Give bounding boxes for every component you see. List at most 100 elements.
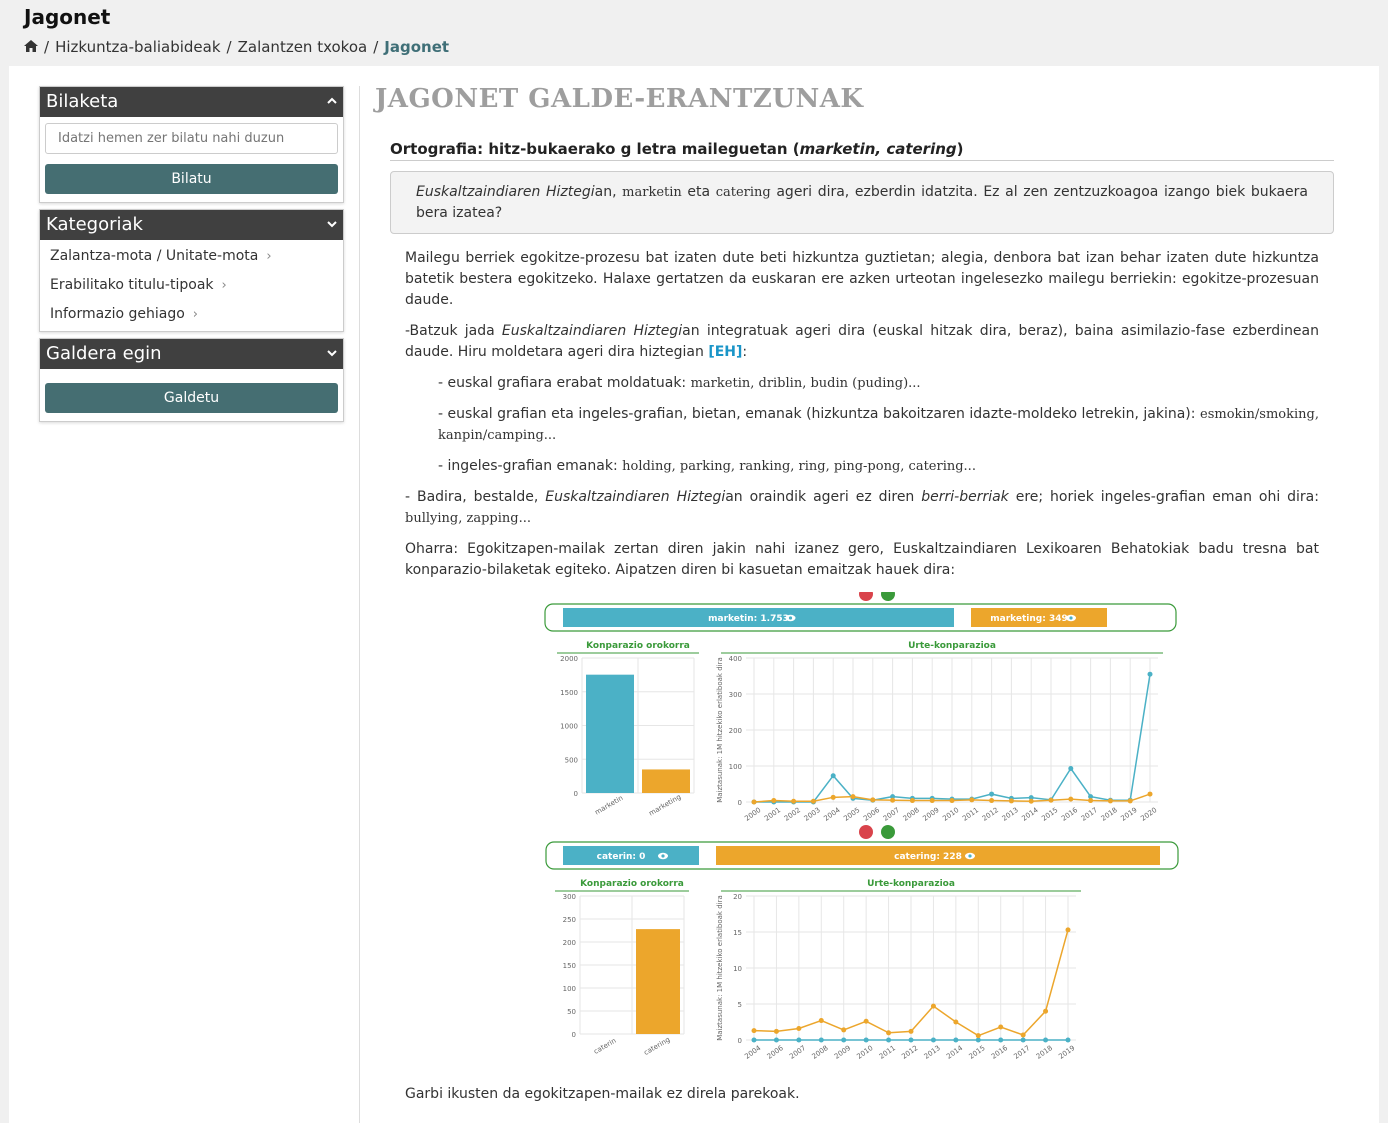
series-point <box>1008 798 1014 804</box>
x-tick-label: 2010 <box>941 806 960 823</box>
y-axis-label: Maiztasunak: 1M hitzekiko erlatiboak dir… <box>716 895 724 1041</box>
x-tick-label: 2003 <box>803 806 822 823</box>
y-tick-label: 2000 <box>560 655 578 663</box>
list-item: - euskal grafian eta ingeles-grafian, bi… <box>438 406 1319 443</box>
y-tick-label: 100 <box>729 763 742 771</box>
series-point <box>810 798 816 804</box>
series-point <box>1147 671 1153 677</box>
y-tick-label: 50 <box>567 1008 576 1016</box>
categories-panel-header[interactable]: Kategoriak <box>40 210 343 240</box>
remove-icon <box>859 825 873 839</box>
series-point <box>1043 1037 1049 1043</box>
series-point <box>863 1037 869 1043</box>
series-point <box>818 1018 824 1024</box>
series-point <box>1088 794 1094 800</box>
series-point <box>1107 798 1113 804</box>
search-panel-title: Bilaketa <box>46 91 119 112</box>
remove-icon <box>859 592 873 601</box>
y-tick-label: 1500 <box>560 689 578 697</box>
x-tick-label: marketing <box>648 793 683 818</box>
categories-panel: Kategoriak Zalantza-mota / Unitate-mota … <box>39 209 344 332</box>
category-item-doubt-type[interactable]: Zalantza-mota / Unitate-mota › <box>45 242 338 271</box>
search-panel-header[interactable]: Bilaketa <box>40 87 343 117</box>
breadcrumb-link-doubts[interactable]: Zalantzen txokoa <box>237 38 368 56</box>
breadcrumb-current: Jagonet <box>384 38 450 56</box>
ask-panel-title: Galdera egin <box>46 343 162 364</box>
x-tick-label: 2013 <box>923 1044 942 1061</box>
x-tick-label: 2017 <box>1012 1044 1031 1061</box>
home-icon[interactable] <box>24 38 38 56</box>
search-input[interactable] <box>45 123 338 154</box>
main-area: Bilaketa Bilatu Kategoriak Zalantza-mota… <box>9 66 1379 1123</box>
series-point <box>953 1037 959 1043</box>
ask-panel: Galdera egin Galdetu <box>39 338 344 422</box>
series-point <box>909 798 915 804</box>
eh-link[interactable]: [EH] <box>708 344 743 360</box>
series-point <box>998 1037 1004 1043</box>
y-tick-label: 500 <box>565 756 578 764</box>
breadcrumb-link-resources[interactable]: Hizkuntza-baliabideak <box>55 38 221 56</box>
x-tick-label: 2018 <box>1035 1044 1054 1061</box>
breadcrumb: / Hizkuntza-baliabideak / Zalantzen txok… <box>24 38 449 56</box>
answer-conclusion: Garbi ikusten da egokitzapen-mailak ez d… <box>405 1086 800 1102</box>
chevron-up-icon[interactable] <box>327 96 337 106</box>
series-point <box>1065 1037 1071 1043</box>
chevron-right-icon: › <box>221 278 227 293</box>
x-tick-label: 2016 <box>990 1044 1010 1061</box>
x-tick-label: 2004 <box>743 1044 763 1061</box>
series-point <box>929 798 935 804</box>
chart-title: Konparazio orokorra <box>580 879 684 889</box>
x-tick-label: 2010 <box>855 1044 874 1061</box>
series-point <box>1020 1037 1026 1043</box>
search-button[interactable]: Bilatu <box>45 164 338 194</box>
series-point <box>953 1019 959 1025</box>
zoom-icon <box>881 592 895 601</box>
legend-label: marketin: 1.753 <box>708 614 789 624</box>
x-tick-label: 2011 <box>878 1044 897 1061</box>
eye-icon-pupil <box>661 854 665 858</box>
x-tick-label: caterin <box>592 1037 617 1056</box>
answer-paragraph: Oharra: Egokitzapen-mailak zertan diren … <box>405 541 1319 578</box>
series-point <box>989 798 995 804</box>
legend-bar <box>563 608 954 627</box>
ask-panel-header[interactable]: Galdera egin <box>40 339 343 369</box>
series-point <box>1020 1032 1026 1038</box>
series-point <box>998 1024 1004 1030</box>
y-tick-label: 15 <box>733 929 742 937</box>
legend-label: marketing: 349 <box>990 614 1068 624</box>
series-point <box>1088 798 1094 804</box>
y-tick-label: 20 <box>733 893 742 901</box>
series-point <box>1068 766 1074 772</box>
search-panel: Bilaketa Bilatu <box>39 86 344 203</box>
series-point <box>850 794 856 800</box>
y-tick-label: 0 <box>738 1037 742 1045</box>
y-tick-label: 100 <box>563 985 576 993</box>
sidebar: Bilaketa Bilatu Kategoriak Zalantza-mota… <box>39 86 344 428</box>
chevron-right-icon: › <box>192 307 198 322</box>
x-tick-label: 2009 <box>921 806 940 823</box>
x-tick-label: 2009 <box>833 1044 852 1061</box>
eye-icon-pupil <box>968 854 972 858</box>
answer-paragraph: -Batzuk jada Euskaltzaindiaren Hiztegian… <box>405 323 1320 360</box>
chevron-down-icon[interactable] <box>327 348 337 358</box>
series-point <box>908 1028 914 1034</box>
ask-button[interactable]: Galdetu <box>45 383 338 413</box>
legend-bar <box>716 846 1160 865</box>
series-point <box>969 797 975 803</box>
series-point <box>886 1030 892 1036</box>
y-axis-label: Maiztasunak: 1M hitzekiko erlatiboak dir… <box>716 657 724 803</box>
category-item-title-types[interactable]: Erabilitako titulu-tipoak › <box>45 271 338 300</box>
x-tick-label: 2011 <box>961 806 980 823</box>
category-item-more-info[interactable]: Informazio gehiago › <box>45 300 338 329</box>
charts-figure: marketin: 1.753 marketing: 349 Konparazio … <box>544 592 1179 1061</box>
series-point <box>771 798 777 804</box>
y-tick-label: 0 <box>738 799 742 807</box>
legend-label: catering: 228 <box>894 852 962 862</box>
series-point <box>930 1037 936 1043</box>
site-title: Jagonet <box>24 5 111 29</box>
chevron-down-icon[interactable] <box>327 219 337 229</box>
list-item: - euskal grafiara erabat moldatuak: mark… <box>438 375 921 391</box>
y-tick-label: 150 <box>563 962 576 970</box>
y-tick-label: 0 <box>572 1031 576 1039</box>
x-tick-label: 2015 <box>968 1044 987 1061</box>
